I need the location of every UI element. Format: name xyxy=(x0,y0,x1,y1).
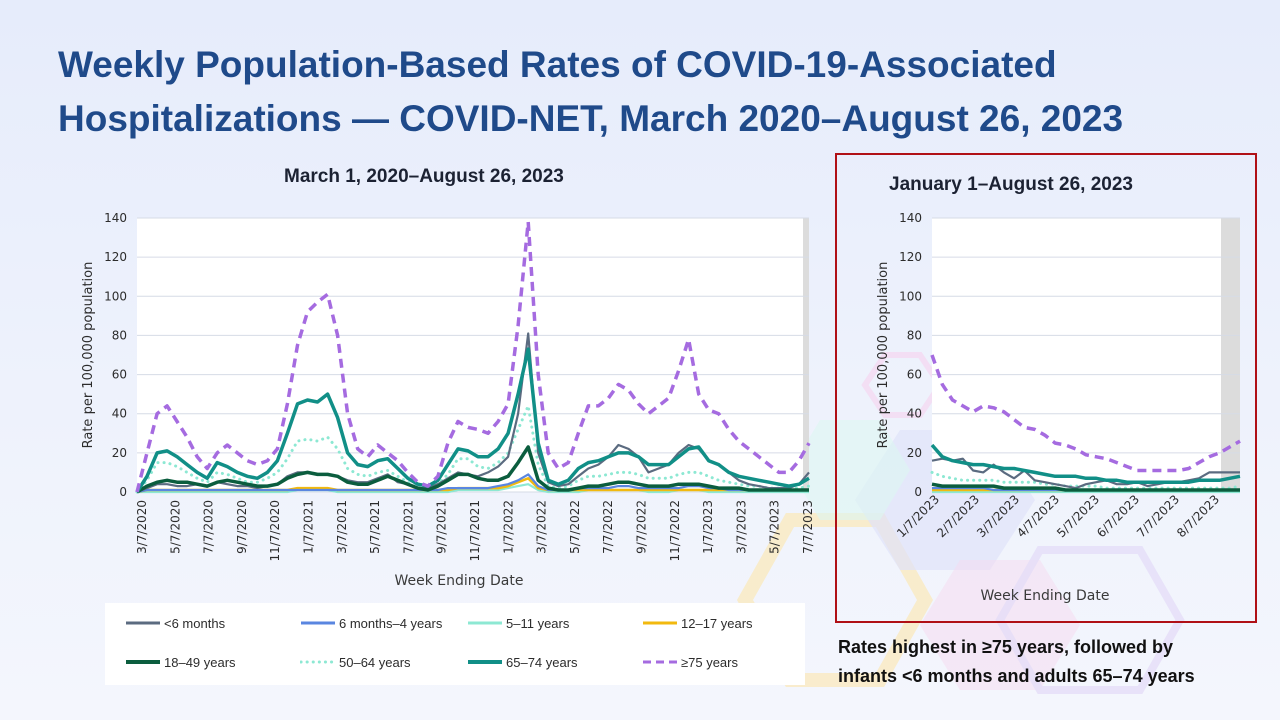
y-tick-label: 140 xyxy=(104,211,127,225)
x-tick-label: 7/7/2023 xyxy=(801,500,815,554)
series-line-y18_49 xyxy=(931,482,1240,492)
inset-y-axis-label: Rate per 100,000 population xyxy=(876,262,891,449)
x-tick-label: 3/7/2023 xyxy=(974,492,1022,540)
legend-item-lt6m: <6 months xyxy=(125,613,225,633)
x-tick-label: 5/7/2023 xyxy=(1054,492,1102,540)
y-tick-label: 80 xyxy=(907,328,922,342)
series-line-lt6m xyxy=(931,457,1240,490)
x-tick-label: 9/7/2021 xyxy=(435,500,449,554)
y-tick-label: 120 xyxy=(104,250,127,264)
x-tick-label: 4/7/2023 xyxy=(1014,492,1062,540)
legend-label: 5–11 years xyxy=(506,615,570,631)
x-axis-label: Week Ending Date xyxy=(395,573,524,589)
preliminary-data-shading xyxy=(803,218,809,492)
legend-item-y50_64: 50–64 years xyxy=(300,652,411,672)
x-tick-label: 1/7/2021 xyxy=(302,500,316,554)
x-tick-label: 1/7/2023 xyxy=(701,500,715,554)
legend-item-y65_74: 65–74 years xyxy=(467,652,578,672)
series-line-y75 xyxy=(135,220,811,493)
series-line-y65_74 xyxy=(930,443,1241,484)
x-tick-label: 1/7/2023 xyxy=(894,492,942,540)
legend-label: 18–49 years xyxy=(164,654,236,670)
legend-label: 12–17 years xyxy=(681,615,753,631)
slide-title: Weekly Population-Based Rates of COVID-1… xyxy=(58,44,1124,139)
preliminary-data-shading xyxy=(1221,218,1240,492)
x-tick-label: 7/7/2022 xyxy=(601,500,615,554)
y-tick-label: 20 xyxy=(112,446,127,460)
y-tick-label: 0 xyxy=(119,485,127,499)
legend-label: <6 months xyxy=(164,615,226,631)
y-axis-label: Rate per 100,000 population xyxy=(81,262,96,449)
y-tick-label: 100 xyxy=(899,289,922,303)
legend-swatch-y75 xyxy=(643,660,677,664)
x-tick-label: 3/7/2020 xyxy=(135,500,149,554)
x-tick-label: 5/7/2021 xyxy=(368,500,382,554)
legend-swatch-y12_17 xyxy=(643,621,677,625)
y-tick-label: 80 xyxy=(112,328,127,342)
x-tick-label: 9/7/2020 xyxy=(235,500,249,554)
x-tick-label: 11/7/2022 xyxy=(668,500,682,562)
plot-area xyxy=(932,218,1240,492)
x-tick-label: 8/7/2023 xyxy=(1174,492,1222,540)
x-tick-label: 7/7/2021 xyxy=(401,500,415,554)
series-line-y75 xyxy=(930,354,1241,473)
legend-label: ≥75 years xyxy=(681,654,738,670)
x-tick-label: 3/7/2021 xyxy=(335,500,349,554)
main-chart-title: March 1, 2020–August 26, 2023 xyxy=(284,166,564,187)
x-tick-label: 5/7/2023 xyxy=(768,500,782,554)
series-line-m6y4 xyxy=(136,473,809,494)
y-tick-label: 40 xyxy=(112,407,127,421)
x-tick-label: 1/7/2022 xyxy=(501,500,515,554)
legend-swatch-y50_64 xyxy=(300,660,336,664)
caption-line-1: Rates highest in ≥75 years, followed by xyxy=(838,637,1173,657)
legend-swatch-y5_11 xyxy=(468,621,502,625)
legend-swatch-lt6m xyxy=(126,621,160,625)
legend-swatch-y18_49 xyxy=(126,660,160,664)
legend-swatch-m6y4 xyxy=(301,621,335,625)
inset-chart-title: January 1–August 26, 2023 xyxy=(889,174,1133,195)
y-tick-label: 120 xyxy=(899,250,922,264)
y-tick-label: 40 xyxy=(907,407,922,421)
x-tick-label: 2/7/2023 xyxy=(934,492,982,540)
key-finding-caption: Rates highest in ≥75 years, followed by … xyxy=(838,633,1268,691)
y-tick-label: 60 xyxy=(907,368,922,382)
y-tick-label: 60 xyxy=(112,368,127,382)
legend-item-y75: ≥75 years xyxy=(642,652,738,672)
series-line-y18_49 xyxy=(136,445,809,494)
caption-line-2: infants <6 months and adults 65–74 years xyxy=(838,666,1195,686)
legend-swatch-y65_74 xyxy=(468,660,502,664)
y-tick-label: 0 xyxy=(914,485,922,499)
x-tick-label: 3/7/2022 xyxy=(535,500,549,554)
series-line-y50_64 xyxy=(135,404,811,494)
x-tick-label: 7/7/2023 xyxy=(1134,492,1182,540)
y-tick-label: 140 xyxy=(899,211,922,225)
x-tick-label: 11/7/2020 xyxy=(268,500,282,562)
y-tick-label: 100 xyxy=(104,289,127,303)
legend-item-y5_11: 5–11 years xyxy=(467,613,569,633)
legend-item-y18_49: 18–49 years xyxy=(125,652,236,672)
inset-highlight-frame xyxy=(835,153,1257,623)
y-tick-label: 20 xyxy=(907,446,922,460)
legend-label: 65–74 years xyxy=(506,654,578,670)
legend-label: 50–64 years xyxy=(339,654,411,670)
x-tick-label: 6/7/2023 xyxy=(1094,492,1142,540)
legend-item-y12_17: 12–17 years xyxy=(642,613,753,633)
x-tick-label: 5/7/2020 xyxy=(168,500,182,554)
legend: <6 months 6 months–4 years 5–11 years 12–17… xyxy=(105,603,805,685)
x-tick-label: 7/7/2020 xyxy=(202,500,216,554)
inset-x-axis-label: Week Ending Date xyxy=(981,588,1110,604)
x-tick-label: 9/7/2022 xyxy=(635,500,649,554)
x-tick-label: 3/7/2023 xyxy=(734,500,748,554)
x-tick-label: 5/7/2022 xyxy=(568,500,582,554)
legend-label: 6 months–4 years xyxy=(339,615,443,631)
series-line-y65_74 xyxy=(135,347,810,493)
x-tick-label: 11/7/2021 xyxy=(468,500,482,562)
legend-item-m6y4: 6 months–4 years xyxy=(300,613,442,633)
